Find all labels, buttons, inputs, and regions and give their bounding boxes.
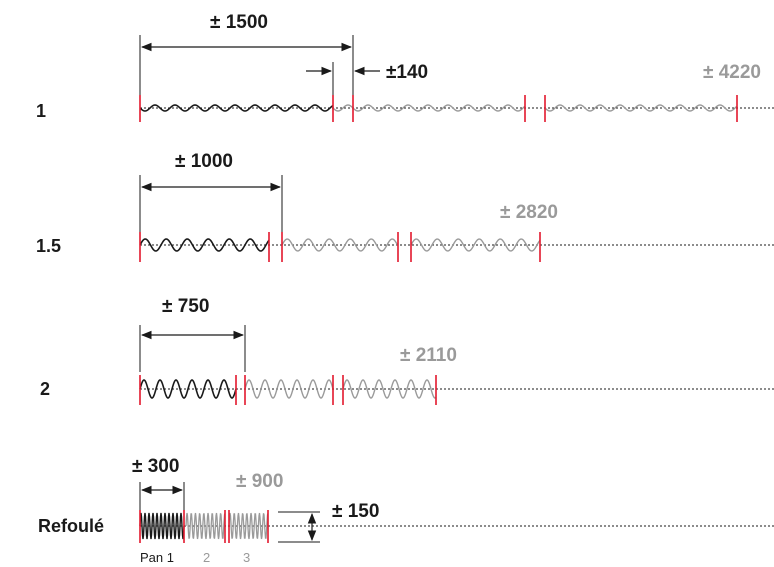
pan-3-wave (342, 379, 437, 399)
pan-2-wave (244, 379, 334, 399)
row-1: 1 ± 1500 ±140 ± 4220 (36, 12, 774, 122)
row-2: 2 ± 750 ± 2110 (40, 296, 774, 405)
pan-2-wave (281, 238, 399, 252)
row-1-5: 1.5 ± 1000 ± 2820 (36, 151, 774, 262)
total-width: ± 4220 (703, 62, 761, 83)
pan-1-wave (139, 379, 237, 399)
pan-1-wave (139, 104, 334, 112)
pan-1-wave (139, 238, 270, 252)
row-label: 1 (36, 101, 46, 121)
pan-markers (139, 232, 541, 262)
pan-markers (139, 95, 738, 122)
pan-markers (139, 510, 269, 543)
row-label: Refoulé (38, 516, 104, 536)
total-width: ± 2110 (400, 345, 457, 366)
pan-1-label: Pan 1 (140, 550, 174, 565)
pan-markers (139, 375, 437, 405)
first-panel-width: ± 1500 (210, 12, 268, 33)
total-width: ± 900 (236, 471, 283, 492)
total-width: ± 2820 (500, 202, 558, 223)
pan-3-wave (228, 512, 269, 540)
row-refoule: Refoulé ± 300 ± 900 ± 150 Pan 1 2 3 (38, 456, 774, 565)
pan-2-label: 2 (203, 550, 210, 565)
pleat-height: ± 150 (332, 501, 379, 522)
pan-3-wave (410, 238, 541, 252)
first-panel-width: ± 750 (162, 296, 209, 317)
pan-3-label: 3 (243, 550, 250, 565)
pan-2-wave (332, 104, 526, 112)
pan-3-wave (544, 104, 738, 112)
first-panel-width: ± 300 (132, 456, 179, 477)
pan-2-wave (185, 512, 226, 540)
row-label: 1.5 (36, 236, 61, 256)
first-panel-width: ± 1000 (175, 151, 233, 172)
row-label: 2 (40, 379, 50, 399)
pan-1-wave (139, 512, 185, 540)
panel-gap: ±140 (386, 62, 428, 83)
